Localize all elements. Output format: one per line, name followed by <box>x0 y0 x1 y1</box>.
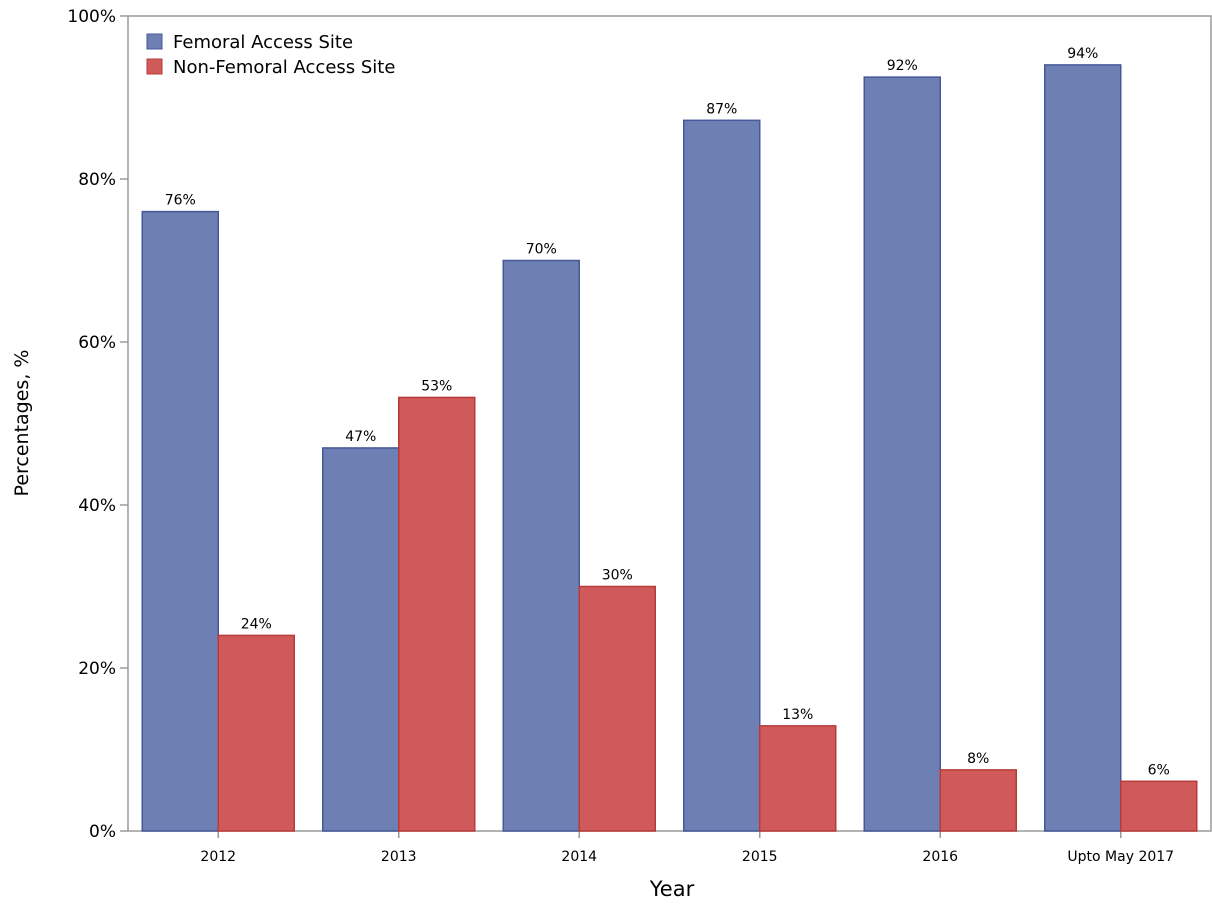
y-tick-label: 80% <box>78 170 116 190</box>
bar-femoral <box>863 76 941 832</box>
x-axis: 2012 2013 2014 2015 2016 Upto May 2017 <box>200 831 1174 865</box>
y-tick-label: 100% <box>67 7 116 27</box>
y-tick-label: 60% <box>78 333 116 353</box>
legend-swatch-non-femoral <box>146 58 163 75</box>
bar-value-label: 76% <box>165 193 196 209</box>
legend: Femoral Access Site Non-Femoral Access S… <box>146 32 395 78</box>
x-tick-label: 2013 <box>381 849 417 865</box>
y-axis: 0% 20% 40% 60% 80% 100% <box>67 7 128 842</box>
x-axis-title: Year <box>649 877 695 901</box>
legend-label-non-femoral: Non-Femoral Access Site <box>173 57 395 78</box>
x-tick-label: 2015 <box>742 849 778 865</box>
bar-value-label: 53% <box>421 378 452 394</box>
bar-value-label: 30% <box>602 568 633 584</box>
legend-swatch-femoral <box>146 33 163 50</box>
bar-femoral <box>683 119 761 832</box>
bar-non-femoral <box>1120 780 1198 832</box>
bar-value-label: 47% <box>345 429 376 445</box>
bar-value-label: 70% <box>526 242 557 258</box>
bar-value-label: 94% <box>1067 46 1098 62</box>
bar-value-label: 13% <box>782 707 813 723</box>
legend-label-femoral: Femoral Access Site <box>173 32 353 53</box>
bar-value-label: 8% <box>967 751 989 767</box>
y-tick-label: 40% <box>78 496 116 516</box>
bar-value-label: 87% <box>706 101 737 117</box>
plot-frame <box>127 15 1212 832</box>
bar-non-femoral <box>939 769 1017 832</box>
x-tick-label: 2016 <box>922 849 958 865</box>
y-tick-label: 0% <box>89 822 116 842</box>
bar-non-femoral <box>578 585 656 832</box>
bar-value-label: 92% <box>887 58 918 74</box>
bars-layer <box>141 64 1198 832</box>
x-tick-label: Upto May 2017 <box>1067 849 1174 865</box>
bar-femoral <box>141 210 219 832</box>
bar-femoral <box>1044 64 1122 832</box>
bar-value-label: 6% <box>1148 762 1170 778</box>
x-tick-label: 2012 <box>200 849 236 865</box>
bar-value-label: 24% <box>241 616 272 632</box>
x-tick-label: 2014 <box>561 849 597 865</box>
bar-non-femoral <box>759 725 837 832</box>
bar-non-femoral <box>398 396 476 832</box>
bar-non-femoral <box>217 634 295 832</box>
bar-femoral <box>502 259 580 832</box>
y-tick-label: 20% <box>78 659 116 679</box>
data-labels-layer: 76% 24% 47% 53% 70% 30% 87% 13% 92% 8% 94% 6% <box>165 46 1170 778</box>
y-axis-title: Percentages, % <box>11 350 33 497</box>
bar-femoral <box>322 447 400 832</box>
